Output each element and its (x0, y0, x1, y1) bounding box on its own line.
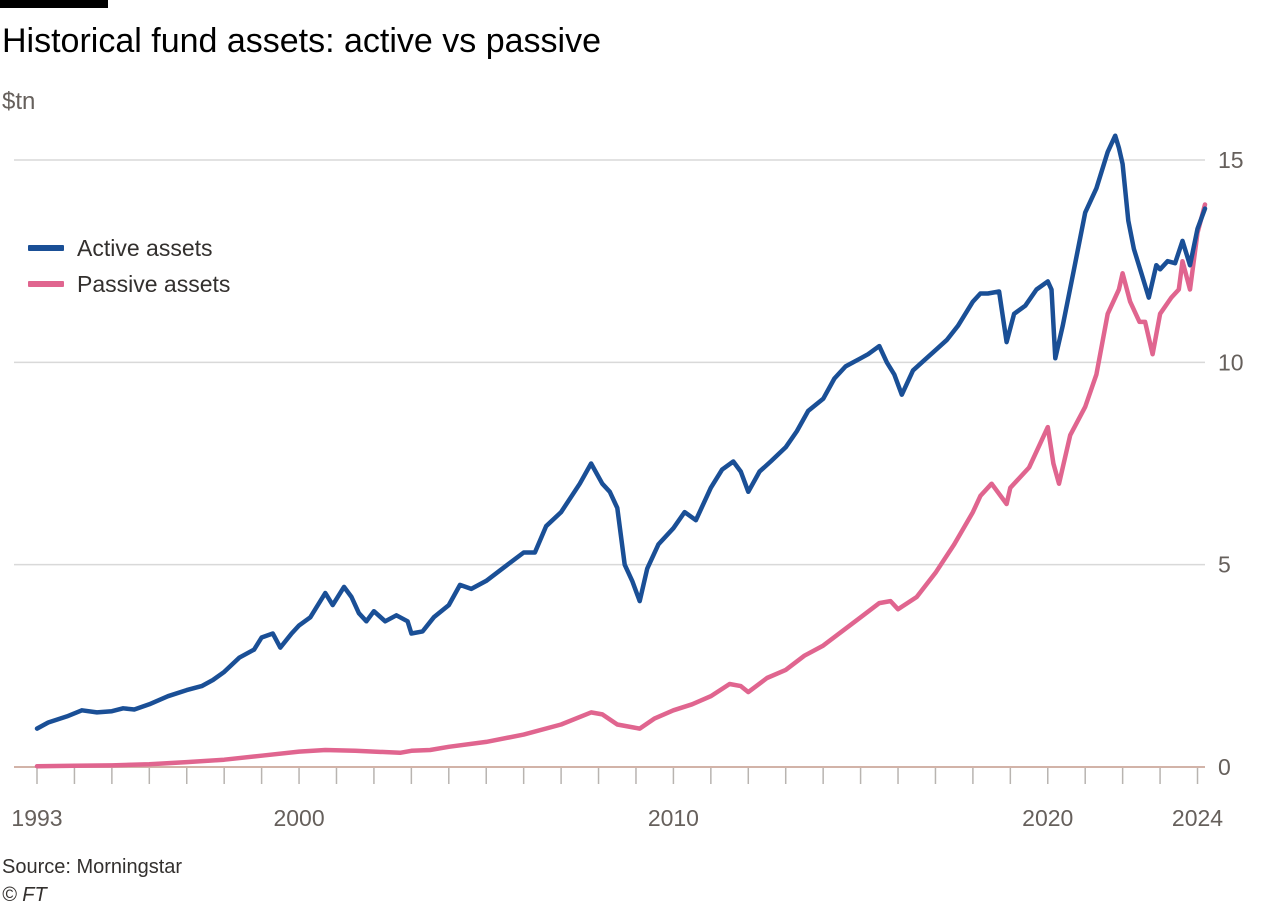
legend: Active assets Passive assets (28, 230, 230, 302)
x-tick-label-1993: 1993 (11, 805, 62, 831)
series-line-passive (34, 202, 1208, 769)
chart-title: Historical fund assets: active vs passiv… (2, 22, 602, 60)
legend-item-passive: Passive assets (28, 266, 230, 302)
legend-item-active: Active assets (28, 230, 230, 266)
x-axis: 1993 2000 2010 2020 2024 (11, 768, 1223, 831)
legend-label-active: Active assets (77, 234, 213, 261)
copyright-note: © FT (2, 884, 47, 906)
series-lines (34, 133, 1208, 769)
x-tick-label-2000: 2000 (273, 805, 324, 831)
y-tick-label-10: 10 (1218, 349, 1244, 375)
x-tick-label-2024: 2024 (1172, 805, 1223, 831)
y-axis: 0 5 10 15 (1218, 147, 1244, 780)
source-note: Source: Morningstar (2, 856, 183, 878)
legend-swatch-passive (28, 281, 64, 287)
brand-bar (0, 0, 108, 8)
y-tick-label-5: 5 (1218, 552, 1231, 578)
x-tick-label-2020: 2020 (1022, 805, 1073, 831)
series-line-active (34, 133, 1208, 731)
gridlines (14, 159, 1205, 768)
y-tick-label-0: 0 (1218, 754, 1231, 780)
y-axis-unit-label: $tn (2, 88, 36, 115)
y-tick-label-15: 15 (1218, 147, 1244, 173)
legend-label-passive: Passive assets (77, 270, 231, 297)
legend-swatch-active (28, 245, 64, 251)
x-tick-label-2010: 2010 (648, 805, 699, 831)
